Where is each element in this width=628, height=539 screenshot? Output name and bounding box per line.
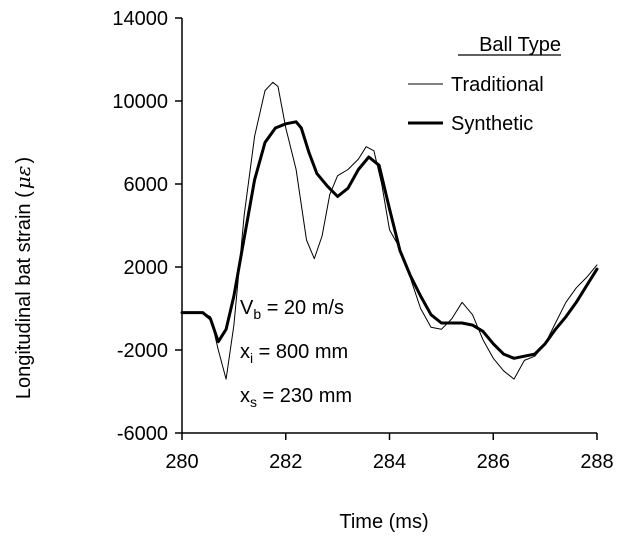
y-axis-label-text: Longitudinal bat strain ( [13, 191, 35, 399]
legend: Ball Type Traditional Synthetic [408, 34, 561, 135]
x-axis-ticks: 280 282 284 286 288 [165, 433, 614, 473]
x-tick-label: 288 [580, 451, 613, 473]
x-tick-label: 282 [269, 451, 302, 473]
series-layer [180, 81, 599, 380]
x-tick-label: 280 [165, 451, 198, 473]
y-tick-label: 10000 [112, 91, 168, 113]
x-tick-label: 286 [477, 451, 510, 473]
y-axis-label-symbol: με [11, 166, 35, 190]
y-tick-label: -2000 [117, 340, 168, 362]
series-line-traditional [181, 81, 598, 380]
y-tick-label: 14000 [112, 8, 168, 30]
annotation-block: Vb = 20 m/s xi = 800 mm xs = 230 mm [240, 297, 352, 410]
y-tick-label: 6000 [124, 174, 169, 196]
legend-label-synthetic: Synthetic [451, 113, 533, 135]
series-line-synthetic [180, 120, 599, 360]
legend-label-traditional: Traditional [451, 74, 544, 96]
x-axis-label: Time (ms) [339, 511, 428, 533]
legend-title: Ball Type [479, 34, 561, 56]
y-axis-ticks: 14000 10000 6000 2000 -2000 -6000 [112, 8, 182, 445]
annotation-strain-location: xs = 230 mm [240, 385, 352, 410]
y-tick-label: 2000 [124, 257, 169, 279]
x-tick-label: 284 [373, 451, 406, 473]
annotation-velocity: Vb = 20 m/s [240, 297, 344, 322]
y-axis-label-close: ) [13, 157, 35, 164]
annotation-impact-location: xi = 800 mm [240, 341, 348, 366]
y-tick-label: -6000 [117, 423, 168, 445]
y-axis-label: Longitudinal bat strain (με) [11, 157, 35, 399]
